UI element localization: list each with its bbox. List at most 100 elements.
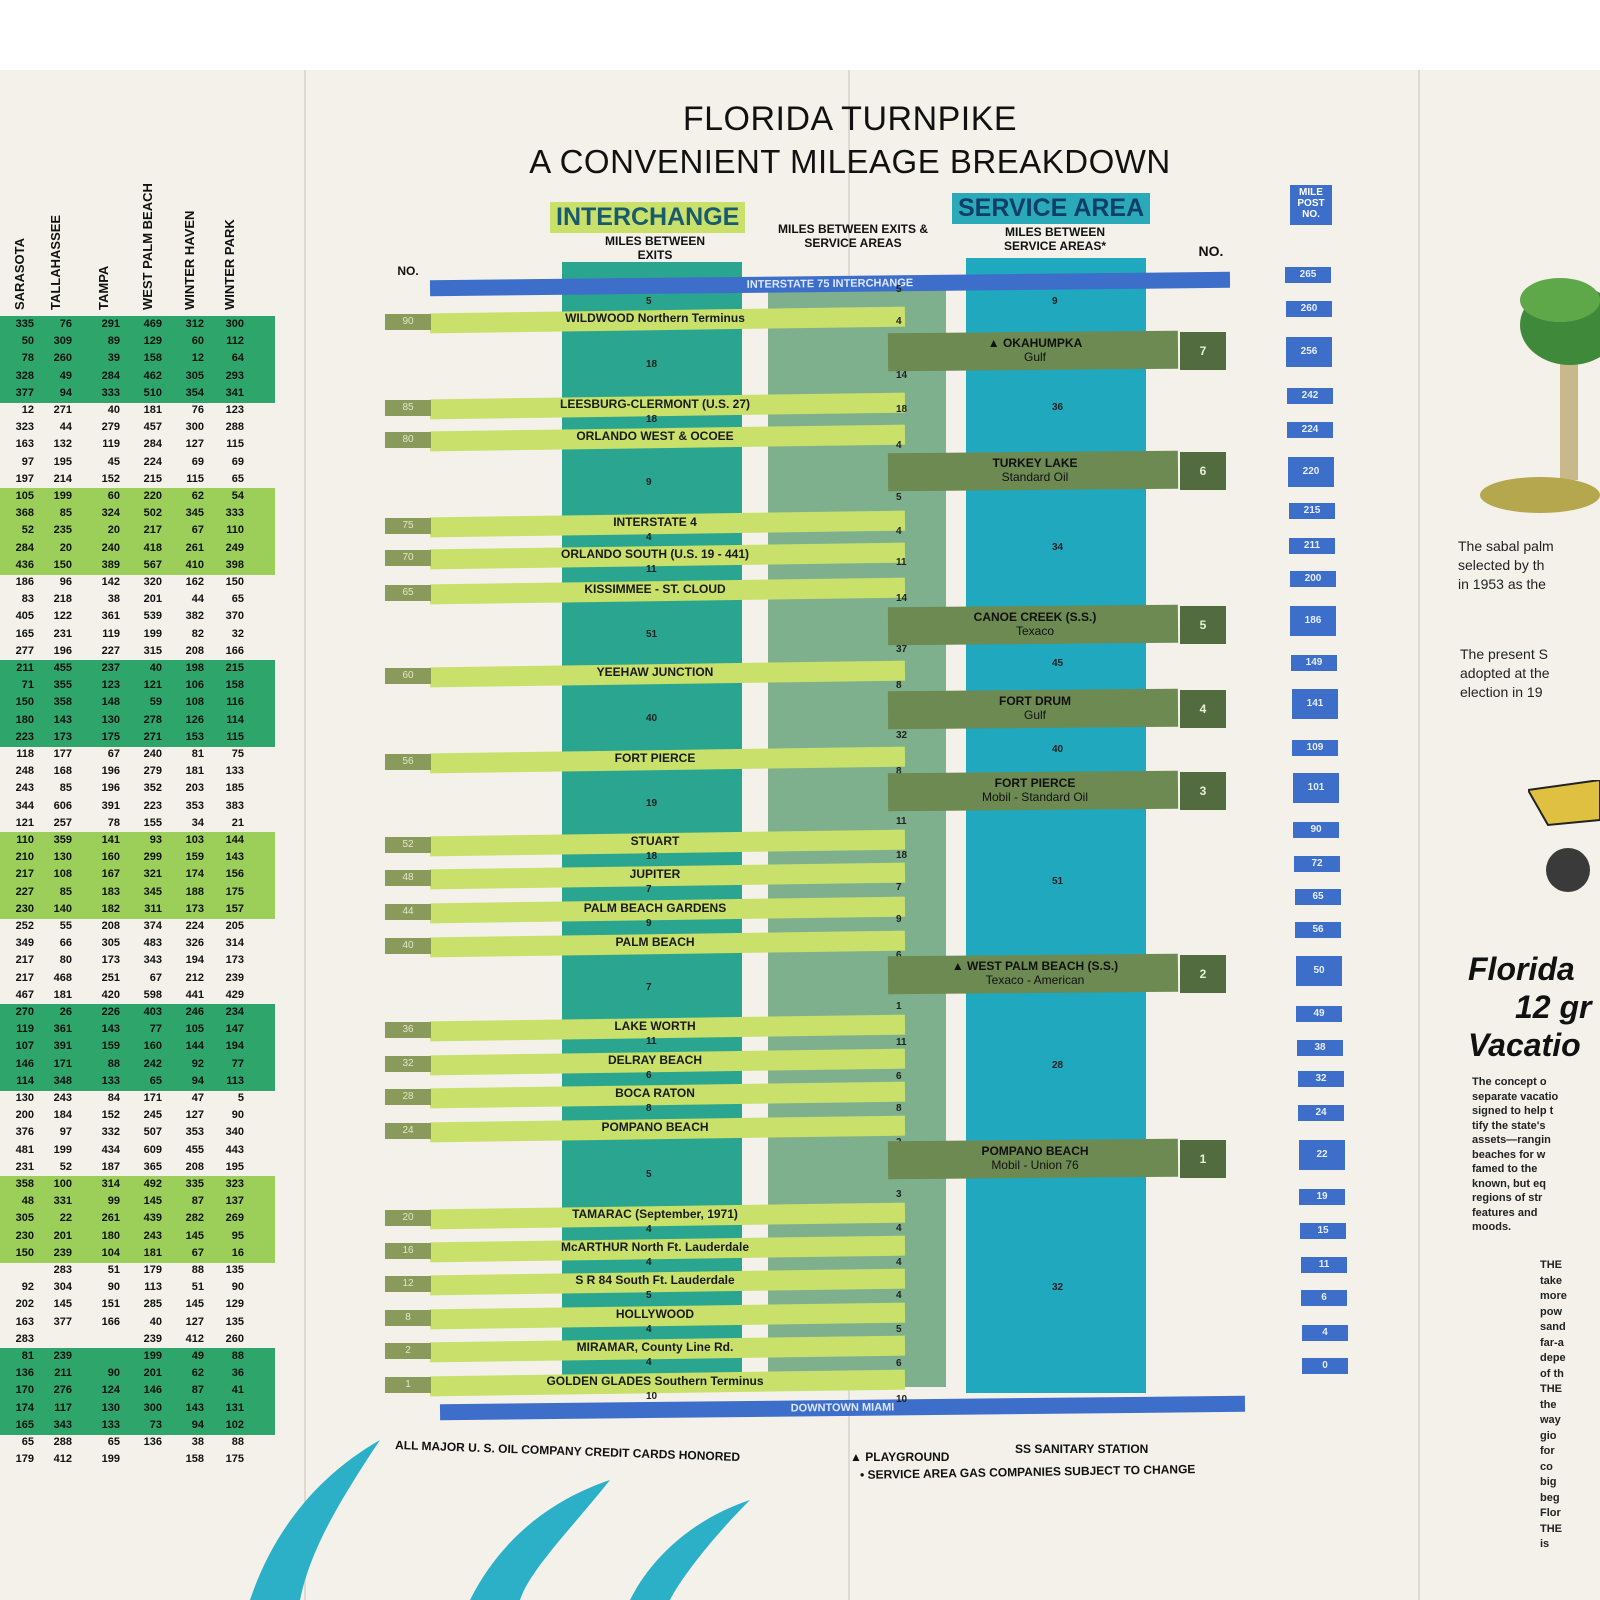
table-cell: 208 xyxy=(185,644,204,657)
table-cell: 163 xyxy=(15,1315,34,1328)
exit-miles-value: 9 xyxy=(646,477,652,488)
table-cell: 137 xyxy=(225,1195,244,1208)
table-cell: 76 xyxy=(59,318,72,330)
table-cell: 315 xyxy=(143,644,162,657)
table-cell: 195 xyxy=(225,1160,244,1173)
table-cell: 150 xyxy=(15,1246,34,1259)
right-panel-text-line: in 1953 as the xyxy=(1458,576,1546,592)
table-cell: 77 xyxy=(231,1057,244,1070)
table-cell: 251 xyxy=(101,971,120,984)
exit-miles-value: 40 xyxy=(646,713,658,724)
table-cell: 194 xyxy=(185,954,204,967)
interchange-name: PALM BEACH GARDENS xyxy=(583,901,727,915)
table-cell: 214 xyxy=(53,472,72,485)
table-cell: 276 xyxy=(53,1384,72,1397)
table-cell: 181 xyxy=(53,988,72,1001)
state-seal-illustration xyxy=(1528,780,1600,892)
table-cell: 130 xyxy=(53,851,72,864)
interchange-number: 85 xyxy=(385,400,431,416)
table-cell: 59 xyxy=(149,696,162,709)
table-cell: 16 xyxy=(231,1246,244,1259)
table-cell: 64 xyxy=(231,352,244,365)
table-row: 107 391 159 160 144 194 xyxy=(0,1040,275,1054)
interchange-name: PALM BEACH xyxy=(615,935,695,949)
right-panel-text-line: beaches for w xyxy=(1472,1148,1546,1161)
table-cell: 182 xyxy=(101,902,120,915)
table-row: 81 239 199 49 88 xyxy=(0,1350,275,1364)
table-color-band xyxy=(0,1176,275,1263)
table-cell: 51 xyxy=(107,1264,120,1276)
table-cell: 85 xyxy=(59,782,72,795)
mile-post-marker: 90 xyxy=(1293,822,1339,838)
table-cell: 180 xyxy=(101,1229,120,1242)
table-cell: 78 xyxy=(107,816,120,829)
blue-grass-illustration xyxy=(250,1440,750,1600)
interchange-name: STUART xyxy=(630,834,680,848)
table-cell: 163 xyxy=(15,438,34,451)
right-panel-text-line: the xyxy=(1540,1398,1557,1411)
exit-service-miles-value: 4 xyxy=(896,316,902,327)
table-row: 12 271 40 181 76 123 xyxy=(0,404,275,418)
table-cell: 52 xyxy=(21,524,34,537)
right-panel-text-line: co xyxy=(1540,1460,1553,1473)
table-cell: 165 xyxy=(15,1418,34,1431)
table-cell: 44 xyxy=(59,421,72,434)
table-cell: 136 xyxy=(143,1436,162,1448)
mile-post-marker: 19 xyxy=(1299,1189,1345,1205)
exit-service-miles-value: 4 xyxy=(896,1257,902,1268)
service-miles-value: 28 xyxy=(1052,1060,1064,1071)
mile-post-marker: 101 xyxy=(1293,773,1339,803)
table-cell: 279 xyxy=(143,765,162,778)
table-cell: 60 xyxy=(107,490,120,502)
table-cell: 60 xyxy=(191,335,204,348)
table-cell: 261 xyxy=(101,1212,120,1225)
table-cell: 114 xyxy=(226,713,244,726)
table-cell: 240 xyxy=(101,541,120,554)
exit-service-miles-value: 9 xyxy=(896,914,902,925)
table-cell: 374 xyxy=(143,920,162,932)
mile-post-marker: 149 xyxy=(1291,655,1337,671)
sabal-palm-illustration xyxy=(1480,278,1600,513)
table-cell: 226 xyxy=(101,1006,120,1018)
service-miles-value: 40 xyxy=(1052,744,1064,755)
table-cell: 412 xyxy=(185,1332,204,1345)
table-cell: 368 xyxy=(15,507,34,520)
table-cell: 143 xyxy=(185,1401,204,1414)
table-cell: 539 xyxy=(143,610,162,623)
table-cell: 87 xyxy=(191,1195,204,1208)
table-cell: 129 xyxy=(225,1298,244,1311)
table-cell: 391 xyxy=(101,799,120,812)
table-color-band xyxy=(0,1348,275,1435)
right-panel-text-line: sand xyxy=(1540,1321,1566,1333)
table-cell: 5 xyxy=(237,1092,244,1104)
table-color-band xyxy=(0,488,275,575)
exit-service-miles-value: 7 xyxy=(896,882,902,893)
title-line-1: FLORIDA TURNPIKE xyxy=(682,100,1018,138)
exit-service-miles-value: 8 xyxy=(896,1103,902,1114)
table-cell: 270 xyxy=(15,1006,34,1018)
interchange-number: 52 xyxy=(385,837,431,853)
fold-line-right xyxy=(1418,70,1420,1600)
no-left-header: NO. xyxy=(397,264,419,278)
table-cell: 260 xyxy=(225,1332,244,1345)
table-row: 405 122 361 539 382 370 xyxy=(0,610,275,624)
table-cell: 195 xyxy=(53,455,72,468)
table-cell: 84 xyxy=(107,1092,120,1104)
table-cell: 323 xyxy=(15,421,34,434)
table-cell: 146 xyxy=(143,1384,162,1397)
seal-emblem xyxy=(1546,848,1590,892)
table-cell: 81 xyxy=(191,748,204,760)
table-cell: 196 xyxy=(101,765,120,778)
table-cell: 94 xyxy=(191,1418,204,1431)
table-cell: 67 xyxy=(149,971,162,984)
table-cell: 142 xyxy=(101,576,120,588)
table-cell: 41 xyxy=(231,1384,244,1397)
table-cell: 133 xyxy=(101,1074,120,1087)
interchange-number: 65 xyxy=(385,585,431,601)
right-panel-text-line: moods. xyxy=(1472,1221,1512,1233)
table-cell: 45 xyxy=(107,455,120,468)
table-cell: 76 xyxy=(191,404,204,416)
table-row: 243 85 196 352 203 185 xyxy=(0,782,275,796)
table-cell: 502 xyxy=(143,507,162,520)
service-area-number: 5 xyxy=(1180,606,1226,644)
